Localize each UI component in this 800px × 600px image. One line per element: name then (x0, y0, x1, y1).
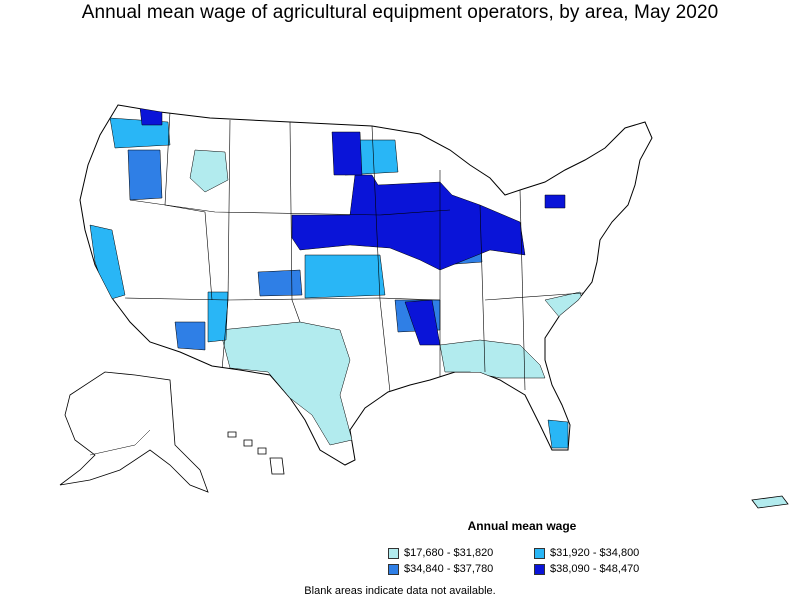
region-newyork-darkest (544, 194, 566, 209)
region-southeast-light (439, 339, 546, 379)
puerto-rico (751, 495, 789, 509)
hawaii-islands (227, 431, 285, 475)
legend-swatch (388, 547, 399, 559)
legend-label: $38,090 - $48,470 (550, 563, 640, 575)
legend-title: Annual mean wage (467, 519, 577, 533)
map-title: Annual mean wage of agricultural equipme… (81, 2, 719, 23)
region-washington-darkest (139, 107, 163, 126)
region-northwest-light (189, 149, 229, 193)
legend-item: $38,090 - $48,470 (534, 561, 639, 577)
region-arizona-dark (174, 321, 206, 351)
footnote: Blank areas indicate data not available. (304, 585, 496, 597)
region-kansas-mid (304, 254, 386, 299)
legend-swatch (534, 547, 545, 559)
legend-label: $17,680 - $31,820 (404, 547, 494, 559)
region-florida-mid (547, 419, 569, 449)
legend-label: $31,920 - $34,800 (550, 547, 640, 559)
region-oregon-dark (127, 149, 163, 201)
legend-label: $34,840 - $37,780 (404, 563, 494, 575)
state-boundaries (124, 111, 598, 393)
legend-item: $17,680 - $31,820 (388, 545, 493, 561)
legend-swatch (388, 563, 399, 575)
region-colorado-dark (257, 269, 303, 297)
legend-swatch (534, 563, 545, 575)
region-cornbelt-darkest (291, 174, 526, 271)
legend-item: $31,920 - $34,800 (534, 545, 639, 561)
legend-column-left: $17,680 - $31,820 $34,840 - $37,780 (388, 545, 493, 577)
region-arizona-mid (207, 291, 229, 343)
legend-column-right: $31,920 - $34,800 $38,090 - $48,470 (534, 545, 639, 577)
region-california-mid (89, 224, 126, 301)
region-dakota-darkest (331, 131, 363, 176)
region-southwest-light (219, 321, 353, 446)
alaska-interior-line (89, 429, 151, 456)
legend-item: $34,840 - $37,780 (388, 561, 493, 577)
alaska-outline (59, 371, 209, 493)
